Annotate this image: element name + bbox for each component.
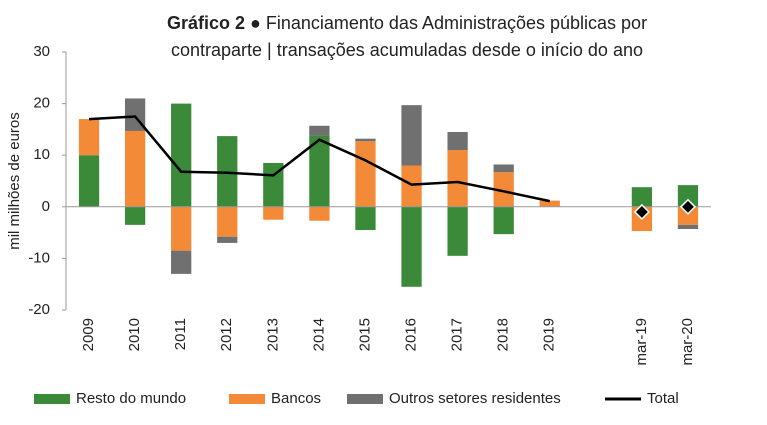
bar	[309, 206, 330, 221]
y-axis-label: mil milhões de euros	[6, 112, 23, 250]
x-tick-label: 2015	[356, 318, 373, 351]
x-tick-label: 2009	[80, 318, 97, 351]
bar	[447, 131, 468, 151]
title-line: ● Financiamento das Administrações públi…	[250, 13, 647, 33]
bar	[124, 130, 146, 207]
total-marker	[633, 203, 650, 221]
x-tick-label: mar-20	[679, 318, 696, 366]
title-line: contraparte | transações acumuladas desd…	[171, 40, 643, 60]
y-tick-label: 10	[33, 146, 50, 163]
bar	[447, 150, 468, 207]
legend-label: Total	[647, 390, 679, 407]
bar	[124, 206, 146, 225]
chart-title: Gráfico 2 ● Financiamento das Administra…	[167, 13, 647, 33]
bar	[677, 185, 699, 207]
x-tick-label: 2013	[264, 318, 281, 351]
bar	[217, 236, 238, 243]
bar	[171, 250, 192, 274]
y-tick-label: -10	[28, 249, 50, 266]
bar	[217, 206, 238, 237]
title-label: Gráfico 2	[167, 13, 245, 33]
bar	[401, 105, 422, 166]
bar	[355, 138, 376, 142]
legend-label: Resto do mundo	[76, 390, 186, 407]
bar	[401, 165, 422, 207]
bar	[401, 206, 422, 287]
y-tick-label: 20	[33, 95, 50, 112]
x-tick-label: 2018	[495, 318, 512, 351]
x-tick-label: mar-19	[633, 318, 650, 366]
bar	[631, 187, 653, 207]
x-tick-label: 2019	[541, 318, 558, 351]
bar	[309, 125, 330, 136]
bar	[78, 119, 100, 156]
bar	[493, 206, 514, 235]
bar	[677, 224, 699, 229]
x-tick-label: 2017	[449, 318, 466, 351]
y-tick-label: 0	[42, 198, 50, 215]
legend-swatch	[34, 394, 70, 404]
bar	[217, 136, 238, 207]
bar	[78, 155, 100, 207]
bar	[447, 206, 468, 256]
y-tick-label: -20	[28, 301, 50, 318]
bar	[171, 103, 192, 207]
bar	[493, 172, 514, 207]
x-tick-label: 2014	[310, 318, 327, 351]
bar	[263, 206, 284, 220]
legend-label: Outros setores residentes	[389, 390, 561, 407]
x-tick-label: 2011	[172, 318, 189, 350]
total-line	[88, 115, 551, 203]
total-marker	[679, 198, 697, 215]
y-tick-label: 30	[33, 43, 50, 60]
x-tick-label: 2016	[403, 318, 420, 351]
legend-swatch	[229, 394, 265, 404]
bar	[355, 206, 376, 231]
bar	[539, 200, 560, 207]
bar	[493, 164, 514, 173]
x-tick-label: 2010	[126, 318, 143, 351]
legend-label: Bancos	[271, 390, 321, 407]
bar	[677, 206, 699, 225]
bar	[171, 206, 192, 251]
bar	[309, 135, 330, 207]
x-tick-label: 2012	[218, 318, 235, 351]
legend-swatch	[347, 394, 383, 404]
bar	[355, 141, 376, 207]
